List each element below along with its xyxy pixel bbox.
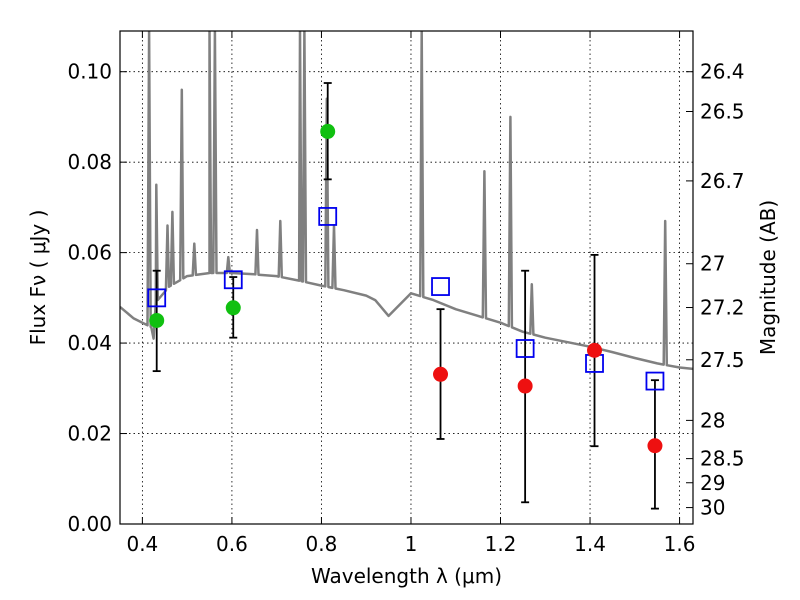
axis-ticks: 0.4 0.6 0.8 1 1.2 1.4 1.6 0.00 0.02 0.04 0.06 0.08 0… bbox=[67, 31, 745, 556]
mag-tick-label: 28 bbox=[700, 408, 725, 432]
x-tick-label: 1.2 bbox=[485, 532, 517, 556]
spectrum-line bbox=[120, 31, 693, 371]
y-tick-label: 0.02 bbox=[67, 422, 112, 446]
y-tick-label: 0.00 bbox=[67, 512, 112, 536]
mag-tick-label: 26.4 bbox=[700, 60, 745, 84]
green-data-point bbox=[320, 123, 336, 139]
mag-tick-label: 27 bbox=[700, 252, 725, 276]
y-axis-label-left: Flux Fν ( μJy ) bbox=[26, 210, 50, 346]
error-bars bbox=[152, 82, 659, 510]
red-data-point bbox=[647, 438, 663, 454]
green-data-point bbox=[225, 300, 241, 316]
y-axis-label-right: Magnitude (AB) bbox=[756, 200, 780, 355]
model-square-point bbox=[223, 270, 243, 290]
mag-tick-label: 30 bbox=[700, 496, 725, 520]
mag-tick-label: 26.5 bbox=[700, 100, 745, 124]
x-tick-label: 0.6 bbox=[216, 532, 248, 556]
y-tick-label: 0.08 bbox=[67, 150, 112, 174]
x-axis-label: Wavelength λ (μm) bbox=[311, 564, 502, 588]
mag-tick-label: 27.2 bbox=[700, 296, 745, 320]
model-square-point bbox=[645, 371, 665, 391]
red-data-point bbox=[433, 366, 449, 382]
y-tick-label: 0.06 bbox=[67, 241, 112, 265]
mag-tick-label: 29 bbox=[700, 471, 725, 495]
plot-frame bbox=[119, 30, 694, 525]
x-tick-label: 1.4 bbox=[574, 532, 606, 556]
y-tick-label: 0.04 bbox=[67, 331, 112, 355]
x-tick-label: 1 bbox=[405, 532, 418, 556]
y-tick-label: 0.10 bbox=[67, 60, 112, 84]
mag-tick-label: 27.5 bbox=[700, 348, 745, 372]
model-square-point bbox=[431, 277, 450, 296]
model-square-point bbox=[147, 288, 167, 308]
green-data-point bbox=[149, 312, 165, 328]
red-data-point bbox=[587, 342, 603, 358]
red-data-point bbox=[517, 378, 533, 394]
grid bbox=[120, 31, 693, 525]
x-tick-label: 1.6 bbox=[664, 532, 696, 556]
model-square-point bbox=[515, 339, 535, 358]
spectrum-line-layer bbox=[120, 31, 693, 371]
mag-tick-label: 26.7 bbox=[700, 169, 745, 193]
x-tick-label: 0.8 bbox=[306, 532, 338, 556]
mag-tick-label: 28.5 bbox=[700, 447, 745, 471]
markers bbox=[147, 123, 665, 454]
x-tick-label: 0.4 bbox=[126, 532, 158, 556]
model-square-point bbox=[318, 207, 338, 226]
